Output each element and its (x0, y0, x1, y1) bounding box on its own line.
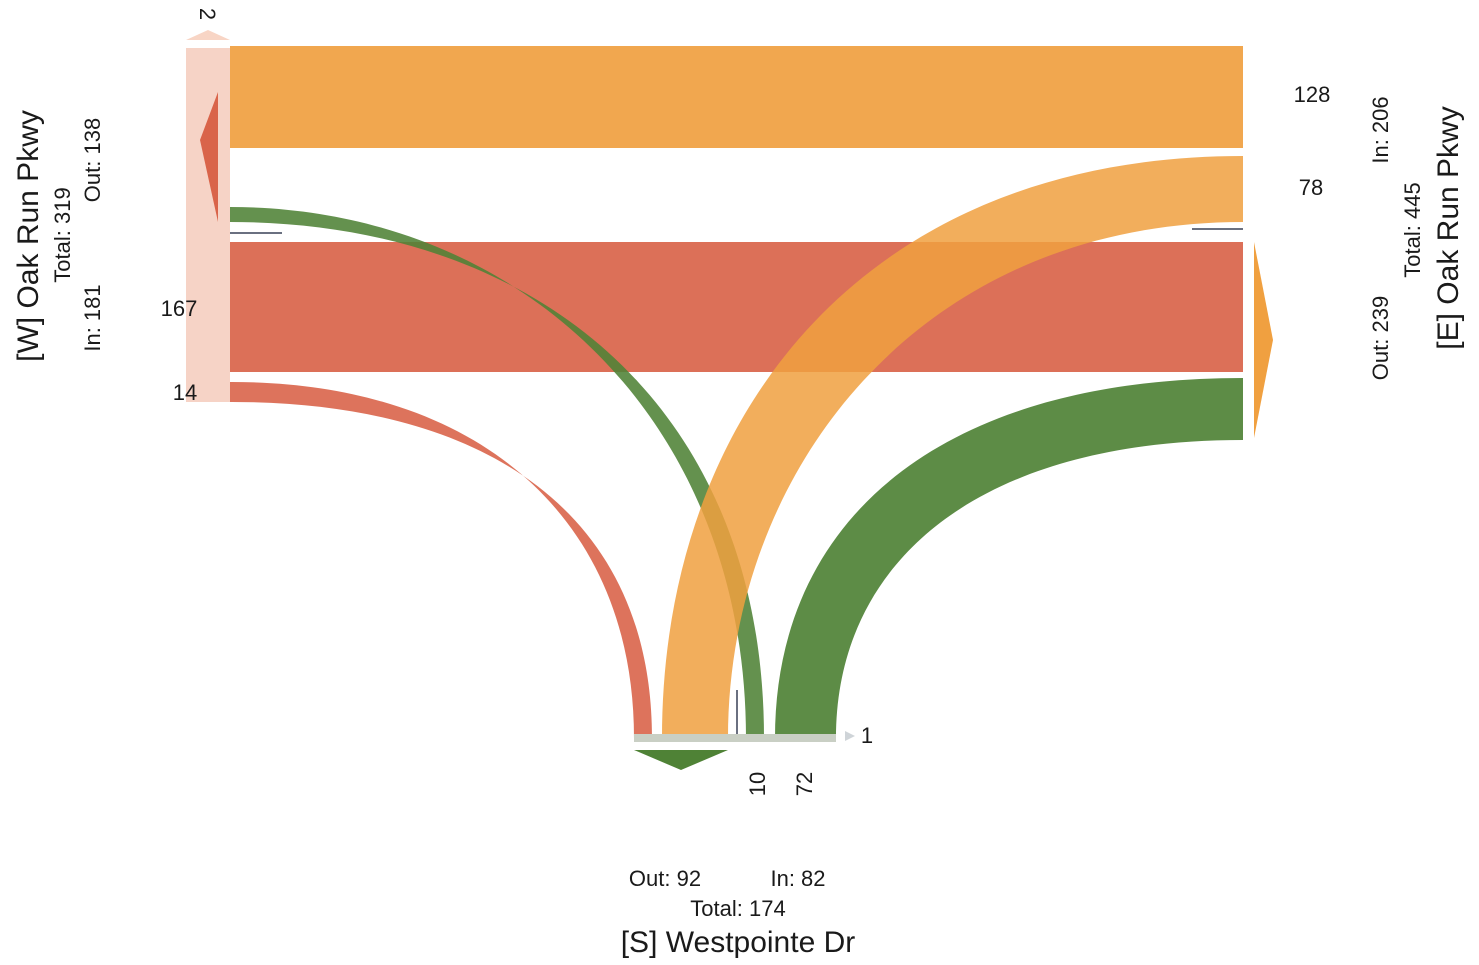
east-approach-name: [E] Oak Run Pkwy (1432, 106, 1465, 349)
south-in: In: 82 (770, 866, 825, 891)
east-exit-arrow (1254, 242, 1273, 438)
east-total: Total: 445 (1400, 182, 1425, 277)
south-node-bar (634, 734, 836, 742)
flow-east-to-west-through (230, 46, 1243, 148)
south-exit-arrow (634, 750, 728, 770)
s-left-volume: 10 (745, 772, 770, 796)
w-through-volume: 167 (161, 296, 198, 321)
east-out: Out: 239 (1368, 296, 1393, 380)
west-out: Out: 138 (80, 118, 105, 202)
south-out: Out: 92 (629, 866, 701, 891)
south-total: Total: 174 (690, 896, 785, 921)
flow-west-to-south (230, 382, 652, 738)
west-uturn-marker (186, 30, 230, 40)
e-left-volume: 78 (1299, 175, 1323, 200)
s-uturn-volume: 1 (861, 723, 873, 748)
east-in: In: 206 (1368, 96, 1393, 163)
south-uturn-marker (845, 731, 855, 741)
west-node-bar (186, 48, 230, 402)
south-approach-name: [S] Westpointe Dr (621, 926, 856, 959)
west-approach-name: [W] Oak Run Pkwy (12, 110, 45, 362)
west-exit-arrow (200, 92, 218, 222)
west-total: Total: 319 (50, 187, 75, 282)
s-right-volume: 72 (792, 772, 817, 796)
w-uturn-volume: 2 (195, 8, 220, 20)
flow-south-to-east (775, 378, 1243, 738)
w-right-volume: 14 (173, 380, 197, 405)
e-through-volume: 128 (1294, 82, 1331, 107)
flow-west-to-east-through (230, 242, 1243, 372)
west-in: In: 181 (80, 284, 105, 351)
flow-east-to-south (662, 156, 1243, 738)
